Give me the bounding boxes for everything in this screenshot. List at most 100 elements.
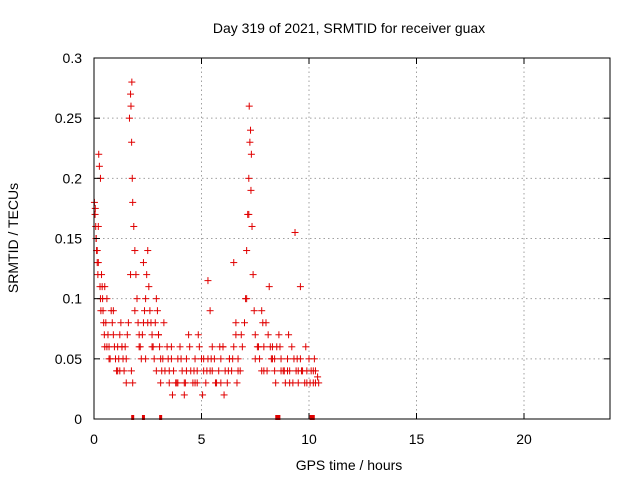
data-point bbox=[138, 331, 146, 339]
data-point bbox=[306, 379, 314, 387]
data-point bbox=[223, 379, 231, 387]
data-point bbox=[288, 343, 296, 351]
y-tick-label: 0.25 bbox=[55, 110, 82, 126]
data-point bbox=[116, 331, 124, 339]
chart-title: Day 319 of 2021, SRMTID for receiver gua… bbox=[213, 20, 485, 36]
data-point bbox=[230, 259, 238, 267]
data-point bbox=[190, 367, 198, 375]
data-point bbox=[91, 204, 99, 212]
data-point bbox=[246, 138, 254, 146]
data-point bbox=[142, 355, 150, 363]
data-point bbox=[191, 355, 199, 363]
data-point bbox=[237, 331, 245, 339]
data-point bbox=[215, 367, 223, 375]
x-ticks: 0 5 10 15 20 bbox=[90, 58, 532, 447]
y-tick-label: 0 bbox=[74, 411, 82, 427]
y-axis-label: SRMTID / TECUs bbox=[5, 183, 21, 293]
data-point bbox=[135, 343, 143, 351]
data-point bbox=[151, 319, 159, 327]
data-point bbox=[264, 331, 272, 339]
data-point bbox=[118, 343, 126, 351]
data-point bbox=[122, 355, 130, 363]
data-point bbox=[250, 307, 258, 315]
y-tick-label: 0.1 bbox=[63, 291, 83, 307]
data-point bbox=[124, 319, 132, 327]
data-point bbox=[181, 379, 189, 387]
data-point bbox=[245, 210, 253, 218]
data-point bbox=[93, 247, 101, 255]
data-point bbox=[98, 271, 106, 279]
data-point bbox=[139, 259, 147, 267]
data-point bbox=[128, 174, 136, 182]
grid-lines bbox=[94, 58, 610, 419]
data-point bbox=[108, 319, 116, 327]
data-point bbox=[224, 367, 232, 375]
data-point bbox=[101, 283, 109, 291]
data-point bbox=[271, 367, 279, 375]
data-point bbox=[280, 367, 288, 375]
data-point bbox=[167, 343, 175, 351]
data-point bbox=[216, 343, 224, 351]
data-point bbox=[127, 367, 135, 375]
data-point bbox=[200, 355, 208, 363]
data-point bbox=[109, 307, 117, 315]
data-point bbox=[247, 126, 255, 134]
data-point bbox=[220, 391, 228, 399]
x-tick-label: 5 bbox=[198, 431, 206, 447]
data-point bbox=[230, 343, 238, 351]
y-tick-label: 0.2 bbox=[63, 170, 83, 186]
data-point bbox=[133, 295, 141, 303]
data-point bbox=[182, 367, 190, 375]
data-point bbox=[185, 331, 193, 339]
data-point bbox=[249, 271, 257, 279]
data-point bbox=[173, 379, 181, 387]
data-point bbox=[95, 150, 103, 158]
data-point bbox=[193, 379, 201, 387]
data-point bbox=[245, 102, 253, 110]
data-point bbox=[232, 319, 240, 327]
data-point bbox=[127, 90, 135, 98]
data-point bbox=[105, 355, 113, 363]
x-tick-label: 10 bbox=[301, 431, 317, 447]
data-point bbox=[229, 355, 237, 363]
data-point bbox=[259, 319, 267, 327]
data-point bbox=[247, 186, 255, 194]
data-points bbox=[90, 78, 323, 399]
data-point bbox=[258, 307, 266, 315]
data-point bbox=[155, 331, 162, 339]
data-point bbox=[152, 367, 160, 375]
data-point bbox=[144, 319, 152, 327]
data-point bbox=[243, 247, 251, 255]
data-point bbox=[145, 283, 153, 291]
x-tick-label: 20 bbox=[516, 431, 532, 447]
data-point bbox=[248, 222, 256, 230]
y-tick-label: 0.05 bbox=[55, 351, 82, 367]
data-point bbox=[211, 379, 219, 387]
data-point bbox=[206, 307, 214, 315]
data-point bbox=[297, 367, 305, 375]
data-point bbox=[302, 343, 310, 351]
data-point bbox=[265, 283, 273, 291]
data-point bbox=[116, 367, 124, 375]
data-point bbox=[314, 373, 322, 381]
data-point bbox=[310, 355, 318, 363]
data-point bbox=[117, 319, 125, 327]
data-point bbox=[243, 295, 251, 303]
data-point bbox=[177, 355, 185, 363]
data-point bbox=[109, 331, 117, 339]
data-point bbox=[168, 391, 176, 399]
data-point bbox=[293, 355, 301, 363]
data-point bbox=[241, 319, 248, 327]
data-point bbox=[202, 379, 210, 387]
data-point bbox=[176, 343, 184, 351]
data-point bbox=[247, 150, 255, 158]
data-point bbox=[276, 343, 284, 351]
x-axis-label: GPS time / hours bbox=[296, 457, 403, 473]
data-point bbox=[165, 379, 173, 387]
data-point bbox=[153, 307, 161, 315]
data-point bbox=[143, 271, 151, 279]
data-point bbox=[94, 259, 102, 267]
data-point bbox=[234, 367, 242, 375]
data-point bbox=[251, 355, 259, 363]
data-point bbox=[152, 295, 160, 303]
